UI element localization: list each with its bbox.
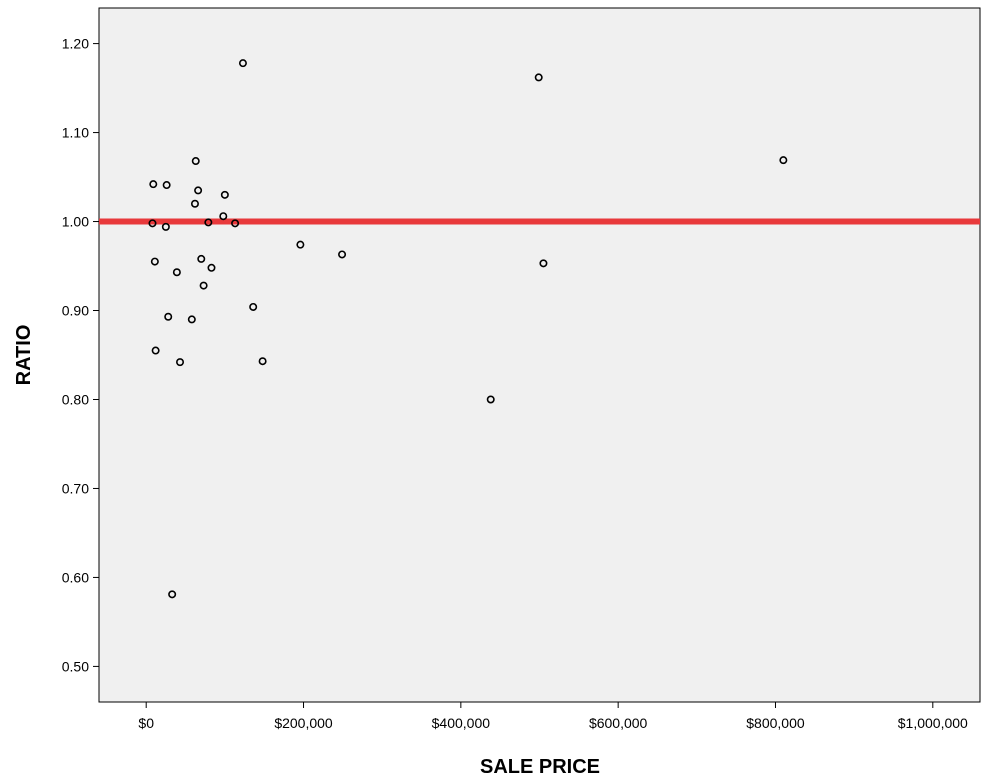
data-point <box>534 73 543 82</box>
data-point <box>194 186 203 195</box>
data-point <box>207 263 216 272</box>
y-tick-label: 1.00 <box>62 214 89 230</box>
data-point <box>238 59 247 68</box>
data-point <box>539 259 548 268</box>
data-point <box>162 181 171 190</box>
data-point <box>191 157 200 166</box>
data-point <box>199 281 208 290</box>
data-point <box>161 222 170 231</box>
data-point <box>164 312 173 321</box>
y-tick-label: 0.50 <box>62 658 89 674</box>
x-tick-label: $1,000,000 <box>898 715 968 731</box>
data-point <box>168 590 177 599</box>
data-point <box>204 218 213 227</box>
data-point <box>148 219 157 228</box>
x-tick-label: $0 <box>138 715 154 731</box>
data-point <box>258 357 267 366</box>
data-point <box>190 199 199 208</box>
data-point <box>338 250 347 259</box>
data-point <box>296 240 305 249</box>
y-axis-ticks: 0.50 0.60 0.70 0.80 0.90 1.00 1.10 1.20 <box>62 36 99 674</box>
x-axis-title: SALE PRICE <box>480 756 600 778</box>
y-tick-label: 1.10 <box>62 125 89 141</box>
y-tick-label: 0.80 <box>62 391 89 407</box>
data-point <box>486 395 495 404</box>
data-point <box>197 254 206 263</box>
data-point <box>150 257 159 266</box>
data-point <box>249 302 258 311</box>
y-tick-label: 0.90 <box>62 303 89 319</box>
x-tick-label: $800,000 <box>746 715 805 731</box>
x-tick-label: $200,000 <box>274 715 333 731</box>
x-axis-ticks: $0 $200,000 $400,000 $600,000 $800,000 $1,000… <box>138 702 968 731</box>
data-point <box>779 156 788 165</box>
data-point <box>149 180 158 189</box>
data-point <box>176 358 185 367</box>
data-point <box>219 212 228 221</box>
data-point <box>187 315 196 324</box>
data-point <box>231 219 240 228</box>
data-point <box>151 346 160 355</box>
data-points <box>148 59 788 599</box>
x-tick-label: $600,000 <box>589 715 648 731</box>
plot-area <box>98 7 981 703</box>
y-tick-label: 1.20 <box>62 36 89 52</box>
x-tick-label: $400,000 <box>432 715 491 731</box>
y-axis-title: RATIO <box>13 325 35 386</box>
y-tick-label: 0.60 <box>62 569 89 585</box>
data-point <box>172 268 181 277</box>
y-tick-label: 0.70 <box>62 480 89 496</box>
data-point <box>220 190 229 199</box>
